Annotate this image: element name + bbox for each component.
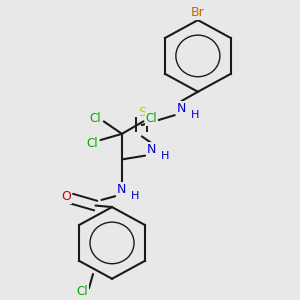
Text: N: N [117,183,127,196]
Text: S: S [138,106,146,118]
Text: H: H [131,191,139,201]
Text: N: N [147,143,156,156]
Text: O: O [61,190,71,203]
Text: Cl: Cl [76,285,88,298]
Text: Cl: Cl [90,112,101,125]
Text: Br: Br [191,6,205,19]
Text: N: N [177,102,186,116]
Text: Cl: Cl [146,112,158,125]
Text: H: H [190,110,199,120]
Text: H: H [161,151,169,161]
Text: Cl: Cl [86,137,98,150]
